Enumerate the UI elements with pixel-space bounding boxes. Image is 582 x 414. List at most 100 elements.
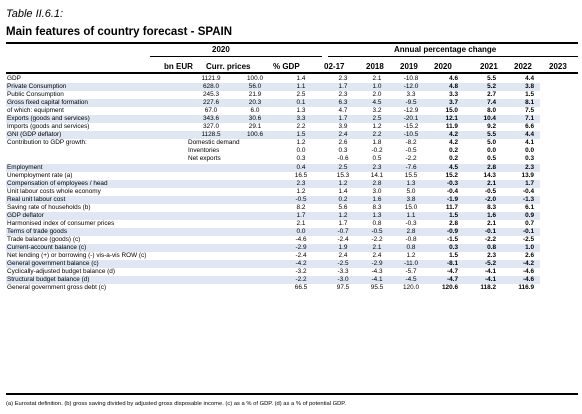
cell-historic-value: 2.3 (338, 75, 348, 83)
table-row: Cyclically-adjusted budget balance (d) -3… (6, 268, 578, 276)
cell-forecast-value: -4.6 (502, 276, 540, 285)
cell-curr-prices (188, 252, 234, 260)
header-pct-group: Annual percentage change (394, 45, 497, 54)
cell-historic-value: 95.5 (370, 284, 384, 292)
cell-pct-gdp: 100.0 (247, 75, 263, 83)
cell-historic-value: 1.3 (394, 179, 428, 188)
table-row: GDP 1121.9 100.0 1.4 2.3 2.1 -10.8 4.6 5.5 4.4 (6, 75, 578, 83)
cell-historic-value: -0.2 (371, 147, 383, 155)
cell-forecast-value: 7.1 (502, 115, 540, 124)
cell-historic-value: -2.2 (371, 235, 383, 243)
cell-forecast-value: 15.2 (445, 171, 458, 179)
cell-pct-gdp (234, 211, 276, 220)
cell-forecast-value: -4.7 (446, 268, 458, 276)
cell-forecast-value: 0.7 (525, 219, 534, 227)
table-row: Inventories 0.0 0.3 -0.2 -0.5 0.2 0.0 0.0 (6, 147, 578, 155)
cell-historic-value: 1.3 (296, 107, 306, 115)
cell-historic-value: 2.8 (360, 179, 394, 188)
cell-forecast-value: 0.0 (487, 147, 496, 155)
cell-historic-value: 0.3 (296, 155, 306, 163)
cell-pct-gdp (234, 284, 276, 292)
cell-forecast-value: 4.8 (428, 83, 464, 92)
cell-curr-prices (188, 195, 234, 204)
cell-curr-prices: 227.6 (188, 99, 234, 108)
cell-historic-value: 5.6 (338, 203, 348, 211)
cell-forecast-value: -0.1 (464, 227, 502, 236)
cell-forecast-value: 4.6 (449, 75, 458, 83)
cell-curr-prices (188, 243, 234, 253)
cell-historic-value: -3.0 (326, 276, 360, 285)
cell-forecast-value: -2.0 (464, 195, 502, 204)
cell-pct-gdp: 6.0 (250, 107, 260, 115)
cell-historic-value: -4.3 (371, 268, 383, 276)
cell-forecast-value: 3.3 (449, 91, 458, 99)
cell-historic-value: 2.8 (394, 227, 428, 236)
cell-historic-value: 8.3 (372, 203, 382, 211)
pct-group-underline (328, 56, 578, 57)
cell-curr-prices: 67.0 (204, 107, 218, 115)
cell-historic-value: 1.2 (406, 252, 416, 260)
cell-historic-value: -10.5 (394, 131, 428, 140)
row-label: Imports (goods and services) (7, 123, 90, 131)
cell-curr-prices (188, 227, 234, 236)
cell-historic-value: 2.0 (372, 91, 382, 99)
row-label: General government gross debt (c) (7, 284, 107, 292)
cell-historic-value: 1.7 (276, 211, 326, 220)
table-row: Imports (goods and services) 327.0 29.1 2.2… (6, 123, 578, 131)
cell-historic-value: -0.7 (326, 227, 360, 236)
row-label (6, 147, 188, 155)
header-2018: 2018 (366, 62, 384, 71)
cell-historic-value: 0.5 (372, 155, 382, 163)
cell-historic-value: 1.9 (326, 243, 360, 253)
table-row: General government balance (c) -4.2 -2.5 -2… (6, 260, 578, 269)
cell-historic-value: 3.2 (372, 107, 382, 115)
row-label: Exports (goods and services) (6, 115, 188, 124)
cell-historic-value: 0.8 (394, 243, 428, 253)
cell-historic-value: 2.5 (296, 91, 306, 99)
cell-pct-gdp (234, 220, 276, 228)
cell-forecast-value: 0.2 (449, 147, 458, 155)
row-label: Private Consumption (6, 83, 188, 92)
cell-historic-value: -2.9 (360, 260, 394, 269)
header-2022: 2022 (514, 62, 532, 71)
cell-historic-value: -2.2 (405, 155, 417, 163)
cell-curr-prices: 245.3 (203, 91, 219, 99)
cell-pct-gdp (234, 204, 276, 212)
table-row: Private Consumption 628.0 56.0 1.1 1.7 1.0 -12… (6, 83, 578, 92)
table-row: GNI (GDP deflator) 1128.5 100.6 1.5 2.4 2.2 -1… (6, 131, 578, 140)
cell-historic-value: 8.2 (296, 203, 306, 211)
cell-historic-value: 1.2 (372, 123, 382, 131)
cell-forecast-value: -2.2 (484, 235, 496, 243)
cell-forecast-value: 0.0 (525, 147, 534, 155)
cell-historic-value: 0.0 (276, 227, 326, 236)
cell-curr-prices (188, 276, 234, 285)
cell-historic-value: 0.2 (326, 195, 360, 204)
cell-forecast-value: 10.4 (464, 115, 502, 124)
header-bottom-rule (6, 72, 578, 74)
cell-historic-value: 15.3 (336, 171, 350, 179)
table-row: Structural budget balance (d) -2.2 -3.0 -4.… (6, 276, 578, 285)
cell-historic-value: 1.8 (372, 139, 382, 147)
cell-forecast-value: 0.3 (525, 155, 534, 163)
cell-forecast-value: -4.7 (428, 276, 464, 285)
cell-forecast-value: 7.5 (525, 107, 534, 115)
cell-forecast-value: 8.3 (487, 203, 496, 211)
cell-historic-value: 2.2 (360, 131, 394, 140)
cell-pct-gdp (234, 179, 276, 188)
cell-forecast-value: 4.2 (449, 139, 458, 147)
cell-forecast-value: 0.5 (487, 155, 496, 163)
table-row: General government gross debt (c) 66.5 97.… (6, 284, 578, 292)
cell-forecast-value: 5.0 (487, 139, 496, 147)
cell-historic-value: 1.6 (360, 195, 394, 204)
table-row: Real unit labour cost -0.5 0.2 1.6 3.8 -1.9 -2… (6, 195, 578, 204)
cell-historic-value: 2.5 (360, 115, 394, 124)
cell-historic-value: 1.0 (360, 83, 394, 92)
cell-historic-value: -3.2 (295, 268, 307, 276)
cell-forecast-value: 2.7 (487, 91, 496, 99)
table-row: Employment 0.4 2.5 2.3 -7.6 4.5 2.8 2.3 (6, 163, 578, 172)
cell-forecast-value: 0.2 (449, 155, 458, 163)
cell-forecast-value: 4.1 (525, 139, 534, 147)
cell-forecast-value: 15.0 (445, 107, 458, 115)
cell-historic-value: -0.3 (405, 219, 417, 227)
